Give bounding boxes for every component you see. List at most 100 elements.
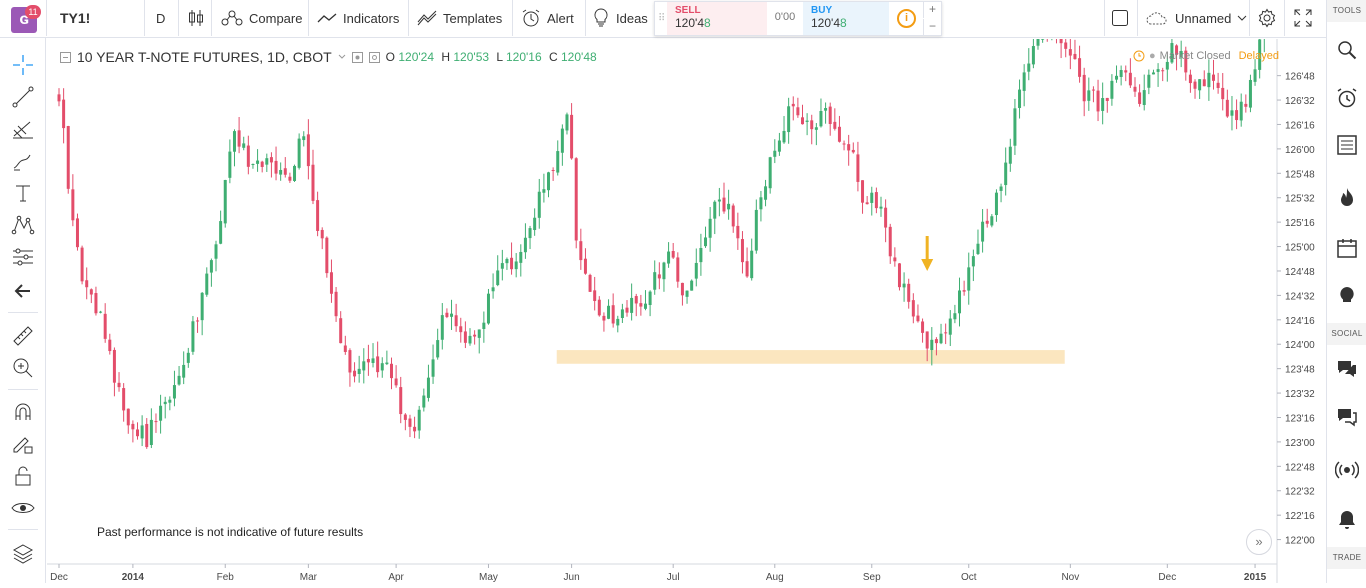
pencil-lock-icon[interactable] [10,431,36,457]
data-window-icon[interactable] [1335,133,1359,157]
candle-body [953,313,957,320]
search-list-icon[interactable] [1335,38,1359,62]
fullscreen-toggle-button[interactable] [1111,0,1129,36]
sell-button[interactable]: SELL 120'48 [667,2,767,35]
candle-body [704,237,708,247]
divider [1284,0,1285,36]
x-tick-label: Dec [50,572,68,583]
candle-body [172,385,176,399]
unlock-icon[interactable] [10,463,36,489]
x-tick-label: Dec [1158,572,1176,583]
symbol-search-button[interactable]: TY1! [60,10,91,26]
remove-small-icon[interactable] [368,51,380,63]
calendar-icon[interactable] [1335,236,1359,260]
templates-button[interactable]: Templates [417,0,502,36]
candle-body [1184,50,1188,73]
candle-body [537,191,541,218]
candle-body [902,283,906,288]
collapse-icon[interactable] [60,51,71,63]
compare-button[interactable]: Compare [221,0,302,36]
indicators-button[interactable]: Indicators [317,0,399,36]
y-tick-label: 123'32 [1285,389,1315,400]
ideas-lightbulb-icon[interactable] [1335,285,1359,309]
candle-body [408,418,412,427]
candle-body [1156,69,1160,72]
text-icon[interactable] [10,180,36,206]
candle-body [1248,79,1252,108]
drag-handle-icon[interactable]: ⠿ [658,13,666,24]
price-chart[interactable]: 126'48 126'32 126'16 126'00 125'48 125'32 125'… [47,0,1326,583]
alert-button[interactable]: Alert [521,0,574,36]
notification-badge: 11 [25,5,41,19]
candle-body [662,262,666,280]
candle-body [639,303,643,307]
y-tick-label: 122'16 [1285,511,1315,522]
settings-button[interactable] [1257,0,1277,36]
candle-body [339,318,343,344]
candle-body [422,395,426,408]
candle-body [519,251,523,263]
notifications-bell-icon[interactable] [1335,508,1359,532]
fullscreen-button[interactable] [1294,0,1312,36]
back-arrow-icon[interactable] [10,278,36,304]
candle-body [436,340,440,358]
settings-small-icon[interactable] [351,51,363,63]
x-tick-label: Nov [1061,572,1079,583]
low-value: 120'16 [505,50,542,64]
candle-body [611,305,615,324]
candle-body [971,256,975,267]
candle-body [1064,42,1068,49]
scroll-to-realtime-button[interactable]: » [1246,529,1272,555]
fib-tool-icon[interactable] [10,116,36,142]
candle-body [399,387,403,415]
pattern-icon[interactable] [10,212,36,238]
candle-body [353,370,357,377]
chart-style-button[interactable] [188,0,204,36]
candle-body [417,409,421,431]
candle-body [274,160,278,174]
layers-icon[interactable] [10,541,36,567]
candle-body [1211,74,1215,81]
zoom-in-icon[interactable] [10,355,36,381]
candle-body [394,378,398,386]
candle-body [948,318,952,335]
candle-body [810,120,814,130]
crosshair-icon[interactable] [10,52,36,78]
chart-title[interactable]: 10 YEAR T-NOTE FUTURES, 1D, CBOT [77,49,332,65]
candle-body [764,186,768,200]
drawing-toolbar [0,38,46,583]
chevron-down-icon[interactable] [338,54,346,60]
streams-icon[interactable] [1335,458,1359,482]
prediction-icon[interactable] [10,244,36,270]
alarm-clock-icon[interactable] [1335,86,1359,110]
eye-icon[interactable] [10,495,36,521]
ideas-button[interactable]: Ideas [594,0,648,36]
candle-body [805,120,809,122]
divider [178,0,179,36]
interval-button[interactable]: D [156,10,166,26]
indicators-label: Indicators [343,10,400,26]
candle-body [680,282,684,296]
candle-body [796,107,800,116]
info-icon[interactable]: i [897,9,916,28]
brush-icon[interactable] [10,148,36,174]
candle-body [1225,99,1229,117]
layout-button[interactable]: Unnamed [1145,0,1247,36]
hotlist-flame-icon[interactable] [1335,186,1359,210]
buy-button[interactable]: BUY 120'48 [803,2,889,35]
x-tick-label: 2015 [1244,572,1267,583]
ruler-icon[interactable] [10,323,36,349]
candle-body [874,192,878,209]
candle-body [1258,39,1262,70]
candle-body [759,197,763,210]
chat-icon[interactable] [1335,357,1359,381]
candle-body [925,331,929,349]
candle-body [463,331,467,343]
plus-button[interactable]: + [923,2,941,18]
candle-body [616,318,620,326]
magnet-icon[interactable] [10,399,36,425]
chart-area[interactable]: 126'48 126'32 126'16 126'00 125'48 125'32 125'… [47,0,1326,583]
minus-button[interactable]: − [923,19,941,35]
private-chat-icon[interactable] [1335,405,1359,429]
trend-line-icon[interactable] [10,84,36,110]
